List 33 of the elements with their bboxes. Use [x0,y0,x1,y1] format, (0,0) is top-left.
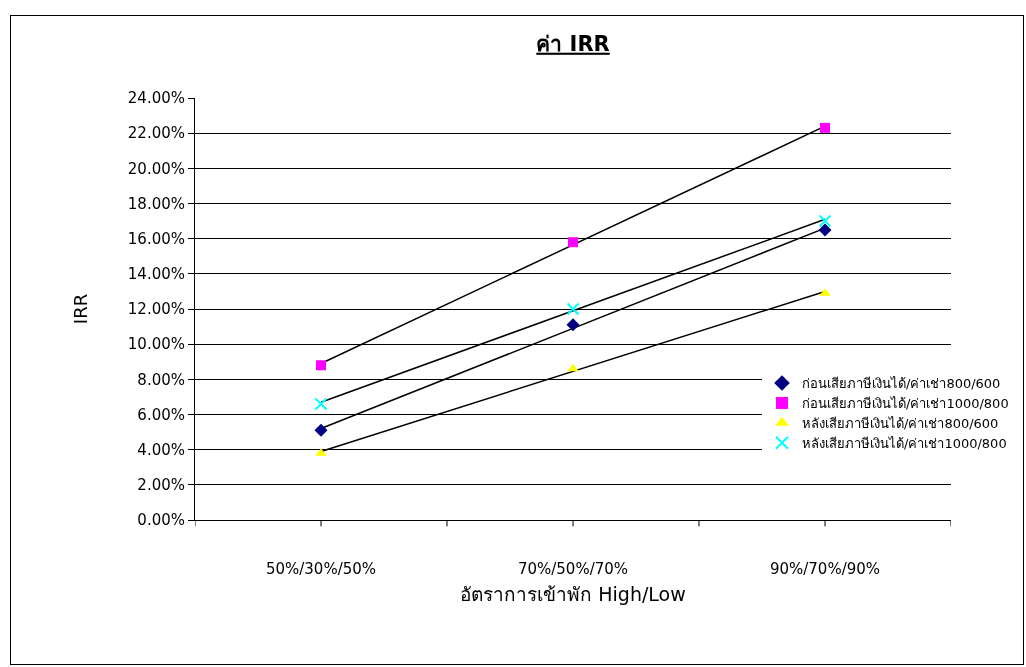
y-tick-label: 24.00% [127,89,185,108]
legend-label: ก่อนเสียภาษีเงินได้/ค่าเช่า1000/800 [802,396,1009,411]
y-tick-label: 10.00% [127,335,185,354]
y-tick-label: 14.00% [127,265,185,284]
point [818,214,832,228]
point [316,360,326,371]
y-tick-label: 0.00% [137,511,185,530]
legend-label: ก่อนเสียภาษีเงินได้/ค่าเช่า800/600 [802,376,1001,392]
x-axis-title: อัตราการเข้าพัก High/Low [460,582,686,605]
y-tick-label: 12.00% [127,300,185,319]
point [820,122,830,133]
legend-label: หลังเสียภาษีเงินได้/ค่าเช่า800/600 [802,415,999,431]
point [567,363,579,372]
y-tick-label: 18.00% [127,194,185,213]
y-tick-label: 2.00% [137,476,185,495]
x-tick-label: 50%/30%/50% [265,560,377,578]
y-tick-label: 8.00% [137,370,185,389]
y-tick-label: 16.00% [127,229,185,248]
point [314,397,328,411]
point [818,223,832,237]
y-axis-title: IRR [70,293,91,325]
point [568,237,578,248]
legend-label: หลังเสียภาษีเงินได้/ค่าเช่า1000/800 [802,435,1007,451]
y-tick-label: 6.00% [137,405,185,424]
x-tick-label: 70%/50%/70% [517,560,629,578]
point [566,318,580,332]
point [566,302,580,316]
chart-title: ค่า IRR [536,31,610,56]
y-tick-label: 4.00% [137,440,185,459]
y-tick-label: 22.00% [127,124,185,143]
x-tick-label: 90%/70%/90% [769,560,881,578]
point [314,423,328,437]
y-tick-label: 20.00% [127,159,185,178]
